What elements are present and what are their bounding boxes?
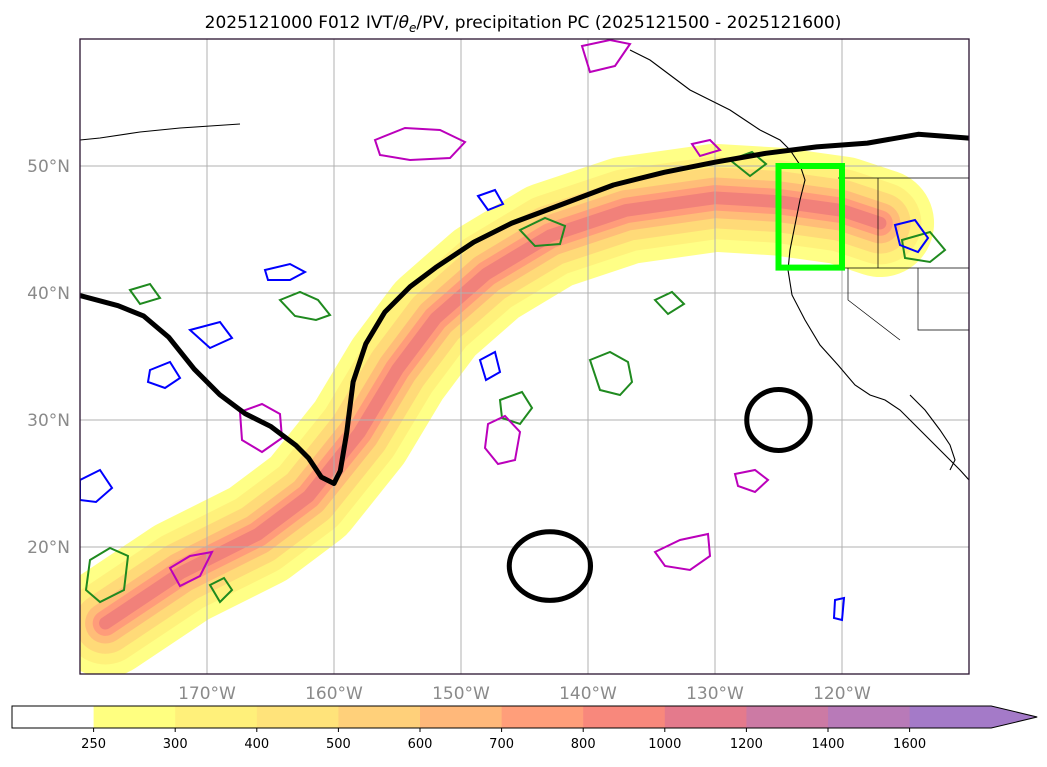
thick-black-contour xyxy=(80,131,969,486)
state-borders xyxy=(838,177,969,341)
colorbar-segment xyxy=(664,706,747,728)
highlight-box xyxy=(775,163,845,271)
map-frame xyxy=(79,38,970,675)
lon-tick-label: 150°W xyxy=(432,684,490,704)
colorbar-tick-label: 400 xyxy=(244,737,269,752)
colorbar-segment xyxy=(93,706,176,728)
colorbar-tick-label: 800 xyxy=(571,737,596,752)
colorbar-tick-label: 300 xyxy=(163,737,188,752)
axis-tick-labels: 170°W 160°W 150°W 140°W 130°W 120°W 20°N 30°N 40… xyxy=(27,157,871,704)
colorbar-tick-label: 700 xyxy=(489,737,514,752)
lon-tick-label: 130°W xyxy=(686,684,744,704)
colorbar-segment xyxy=(338,706,421,728)
coastline xyxy=(80,49,969,481)
closed-black-contour xyxy=(744,387,813,453)
colorbar-segment xyxy=(746,706,829,728)
lat-tick-label: 40°N xyxy=(27,284,70,304)
ivt-contours xyxy=(80,131,969,603)
colorbar-tick-label: 1200 xyxy=(730,737,763,752)
colorbar-tick-label: 1000 xyxy=(648,737,681,752)
colorbar-extend-arrow xyxy=(991,706,1038,728)
colorbar-segment xyxy=(420,706,503,728)
colorbar-tick-label: 250 xyxy=(81,737,106,752)
colorbar-segment xyxy=(175,706,258,728)
colorbar-segment xyxy=(828,706,911,728)
lon-tick-label: 120°W xyxy=(813,684,871,704)
lon-tick-label: 160°W xyxy=(305,684,363,704)
colorbar-segment xyxy=(501,706,584,728)
colorbar: 250 300 400 500 600 700 800 1000 1200 1400 1600 xyxy=(11,705,1038,752)
colorbar-tick-label: 600 xyxy=(408,737,433,752)
colorbar-segment xyxy=(12,706,95,728)
colorbar-outline xyxy=(11,705,1038,729)
lat-tick-label: 50°N xyxy=(27,157,70,177)
chart-title: 2025121000 F012 IVT/θe/PV, precipitation… xyxy=(205,13,842,35)
closed-black-contour xyxy=(506,529,594,603)
pv-contours xyxy=(80,188,930,622)
colorbar-tick-label: 1600 xyxy=(893,737,926,752)
colorbar-segment xyxy=(909,706,992,728)
colorbar-tick-label: 500 xyxy=(326,737,351,752)
lon-tick-label: 170°W xyxy=(178,684,236,704)
colorbar-segment xyxy=(256,706,339,728)
lon-tick-label: 140°W xyxy=(559,684,617,704)
colorbar-segment xyxy=(583,706,666,728)
lat-tick-label: 20°N xyxy=(27,538,70,558)
lat-tick-label: 30°N xyxy=(27,411,70,431)
theta-e-contours xyxy=(84,150,947,604)
colorbar-tick-label: 1400 xyxy=(811,737,844,752)
pv-negative-contours xyxy=(168,39,770,588)
